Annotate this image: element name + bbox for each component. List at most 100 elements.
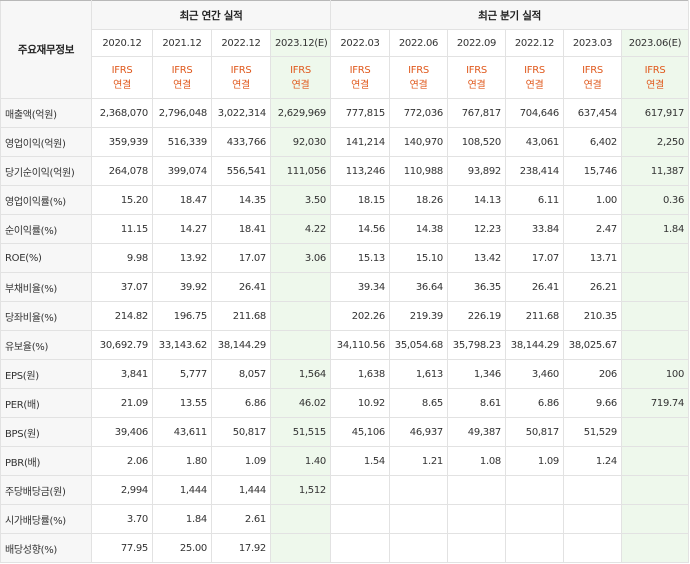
accounting-standard: IFRS 연결 bbox=[389, 56, 448, 99]
table-cell bbox=[447, 475, 506, 505]
table-cell: 719.74 bbox=[620, 388, 690, 418]
standard-ifrs: IFRS bbox=[408, 64, 429, 76]
table-cell: 14.27 bbox=[152, 214, 212, 244]
table-cell: 1,613 bbox=[389, 359, 448, 389]
table-cell: 359,939 bbox=[91, 127, 153, 157]
accounting-standard: IFRS 연결 bbox=[152, 56, 212, 99]
table-cell bbox=[620, 533, 690, 563]
accounting-standard: IFRS 연결 bbox=[211, 56, 271, 99]
table-cell: 9.66 bbox=[563, 388, 622, 418]
row-label: BPS(원) bbox=[0, 417, 92, 447]
table-cell: 34,110.56 bbox=[330, 330, 390, 360]
table-cell: 1.54 bbox=[330, 446, 390, 476]
table-cell: 39.34 bbox=[330, 272, 390, 302]
table-cell bbox=[620, 504, 690, 534]
table-cell: 10.92 bbox=[330, 388, 390, 418]
period-date: 2022.12 bbox=[211, 29, 271, 57]
standard-ifrs: IFRS bbox=[111, 64, 133, 76]
table-cell bbox=[620, 446, 690, 476]
table-cell bbox=[620, 330, 690, 360]
table-cell bbox=[447, 533, 506, 563]
period-date: 2022.06 bbox=[389, 29, 448, 57]
row-label: 영업이익(억원) bbox=[0, 127, 92, 157]
accounting-standard: IFRS 연결 bbox=[563, 56, 622, 99]
table-cell: 2.06 bbox=[91, 446, 153, 476]
accounting-standard: IFRS 연결 bbox=[270, 56, 331, 99]
table-row: EPS(원) 3,841 5,777 8,057 1,564 1,638 1,613 1,34… bbox=[0, 359, 690, 389]
row-label: 시가배당률(%) bbox=[0, 504, 92, 534]
table-cell: 767,817 bbox=[447, 98, 506, 128]
period-date: 2020.12 bbox=[91, 29, 153, 57]
table-cell: 202.26 bbox=[330, 301, 390, 331]
table-cell: 21.09 bbox=[91, 388, 153, 418]
accounting-standard: IFRS 연결 bbox=[505, 56, 564, 99]
row-header-title: 주요재무정보 bbox=[0, 0, 92, 99]
table-cell: 1,444 bbox=[211, 475, 271, 505]
period-date: 2021.12 bbox=[152, 29, 212, 57]
table-cell: 17.07 bbox=[211, 243, 271, 273]
table-cell: 13.92 bbox=[152, 243, 212, 273]
table-row: 부채비율(%) 37.07 39.92 26.41 39.34 36.64 36.35 26.… bbox=[0, 272, 690, 302]
row-label: PBR(배) bbox=[0, 446, 92, 476]
table-cell: 77.95 bbox=[91, 533, 153, 563]
table-cell: 14.38 bbox=[389, 214, 448, 244]
table-cell: 18.26 bbox=[389, 185, 448, 215]
table-cell: 1.24 bbox=[563, 446, 622, 476]
table-cell: 6.11 bbox=[505, 185, 564, 215]
table-cell: 35,798.23 bbox=[447, 330, 506, 360]
accounting-standard: IFRS 연결 bbox=[91, 56, 153, 99]
table-cell bbox=[563, 533, 622, 563]
table-cell: 2,796,048 bbox=[152, 98, 212, 128]
table-cell bbox=[505, 475, 564, 505]
table-cell: 637,454 bbox=[563, 98, 622, 128]
row-label: 당좌비율(%) bbox=[0, 301, 92, 331]
table-cell: 6.86 bbox=[211, 388, 271, 418]
table-cell: 38,025.67 bbox=[563, 330, 622, 360]
table-cell bbox=[620, 475, 690, 505]
table-row: 주당배당금(원) 2,994 1,444 1,444 1,512 bbox=[0, 475, 690, 505]
table-cell: 1,444 bbox=[152, 475, 212, 505]
table-cell: 26.41 bbox=[505, 272, 564, 302]
table-cell: 2,629,969 bbox=[270, 98, 331, 128]
table-cell: 8,057 bbox=[211, 359, 271, 389]
period-date: 2022.09 bbox=[447, 29, 506, 57]
table-row: 당좌비율(%) 214.82 196.75 211.68 202.26 219.39 226… bbox=[0, 301, 690, 331]
table-cell bbox=[505, 504, 564, 534]
table-cell bbox=[270, 504, 331, 534]
standard-consolidated: 연결 bbox=[351, 79, 369, 91]
table-cell: 1.09 bbox=[211, 446, 271, 476]
standard-ifrs: IFRS bbox=[582, 64, 603, 76]
row-label: 배당성향(%) bbox=[0, 533, 92, 563]
row-label: 매출액(억원) bbox=[0, 98, 92, 128]
table-cell bbox=[620, 301, 690, 331]
table-cell: 100 bbox=[620, 359, 690, 389]
table-cell: 516,339 bbox=[152, 127, 212, 157]
standard-ifrs: IFRS bbox=[466, 64, 487, 76]
table-row: 영업이익률(%) 15.20 18.47 14.35 3.50 18.15 18.26 14.… bbox=[0, 185, 690, 215]
table-cell: 1.40 bbox=[270, 446, 331, 476]
table-cell: 1,638 bbox=[330, 359, 390, 389]
table-cell: 704,646 bbox=[505, 98, 564, 128]
table-row: PER(배) 21.09 13.55 6.86 46.02 10.92 8.65 8.61 6.… bbox=[0, 388, 690, 418]
table-cell: 43,061 bbox=[505, 127, 564, 157]
table-cell: 50,817 bbox=[211, 417, 271, 447]
table-cell bbox=[620, 417, 690, 447]
table-cell bbox=[563, 504, 622, 534]
table-cell: 196.75 bbox=[152, 301, 212, 331]
table-cell: 39.92 bbox=[152, 272, 212, 302]
standard-ifrs: IFRS bbox=[349, 64, 371, 76]
period-date: 2023.12(E) bbox=[270, 29, 331, 57]
standard-consolidated: 연결 bbox=[583, 79, 602, 91]
table-cell bbox=[270, 272, 331, 302]
table-row: 유보율(%) 30,692.79 33,143.62 38,144.29 34,110.… bbox=[0, 330, 690, 360]
table-cell bbox=[389, 504, 448, 534]
standard-ifrs: IFRS bbox=[230, 64, 252, 76]
table-cell: 108,520 bbox=[447, 127, 506, 157]
table-cell: 206 bbox=[563, 359, 622, 389]
table-cell: 13.71 bbox=[563, 243, 622, 273]
table-cell: 1,564 bbox=[270, 359, 331, 389]
row-label: PER(배) bbox=[0, 388, 92, 418]
standard-ifrs: IFRS bbox=[290, 64, 311, 76]
table-cell: 46.02 bbox=[270, 388, 331, 418]
